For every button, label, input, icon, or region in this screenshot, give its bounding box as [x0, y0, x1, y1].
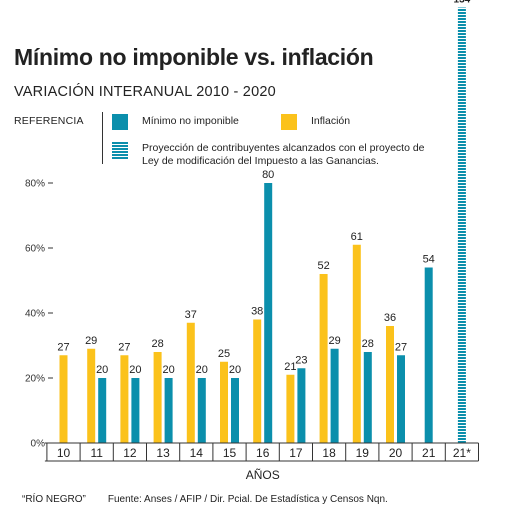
legend-swatch-proyeccion: [112, 142, 128, 160]
footer: “RÍO NEGRO” Fuente: Anses / AFIP / Dir. P…: [22, 494, 388, 505]
x-tick-label: 13: [156, 446, 170, 460]
bar-inflacion: [386, 326, 394, 443]
bar-inflacion: [186, 322, 195, 443]
x-tick-label: 17: [289, 446, 303, 460]
legend-label-proyeccion: Proyección de contribuyentes alcanzados …: [142, 142, 425, 167]
bar-inflacion: [153, 352, 162, 443]
bar-value-label: 37: [185, 309, 197, 321]
bar-value-label: 20: [129, 364, 141, 376]
legend-reference-label: REFERENCIA: [14, 115, 84, 127]
bar-value-label: 80: [262, 169, 274, 181]
y-tick-label: 40%: [25, 309, 45, 320]
x-tick-label: 11: [90, 446, 103, 460]
bar-proyeccion: [457, 7, 466, 443]
bar-minimo: [164, 378, 173, 443]
chart-subtitle: VARIACIÓN INTERANUAL 2010 - 2020: [14, 84, 276, 100]
bar-minimo: [197, 378, 206, 443]
bar-inflacion: [253, 319, 262, 443]
bar-minimo: [131, 378, 140, 443]
x-axis-label: AÑOS: [246, 468, 280, 482]
bar-value-label: 27: [57, 341, 69, 353]
bar-value-label: 23: [295, 354, 307, 366]
bar-minimo: [264, 183, 273, 443]
bar-value-label: 38: [251, 306, 263, 318]
bar-minimo: [231, 378, 239, 443]
legend-swatch-minimo: [112, 114, 128, 130]
bar-value-label: 20: [196, 364, 208, 376]
bar-value-label: 28: [362, 338, 374, 350]
bar-value-label: 20: [162, 364, 174, 376]
bar-minimo: [98, 378, 107, 443]
bar-value-label: 54: [423, 254, 435, 266]
y-tick-label: 60%: [25, 244, 45, 255]
legend-label-inflacion: Inflación: [311, 115, 351, 127]
bar-minimo: [330, 348, 339, 443]
x-tick-label: 12: [123, 446, 137, 460]
x-tick-label: 21: [422, 446, 436, 460]
bar-inflacion: [87, 348, 96, 443]
x-tick-label: 20: [389, 446, 403, 460]
x-tick-label: 10: [57, 446, 71, 460]
bar-inflacion: [319, 274, 328, 443]
x-tick-label: 14: [190, 446, 204, 460]
x-tick-label: 16: [256, 446, 270, 460]
bar-minimo: [297, 368, 306, 443]
legend-label-minimo: Mínimo no imponible: [142, 115, 239, 127]
y-tick-label: 0%: [31, 439, 46, 450]
footer-credit: “RÍO NEGRO”: [22, 494, 86, 505]
bar-value-label: 61: [351, 231, 363, 243]
x-tick-label: 15: [223, 446, 237, 460]
bar-value-label: 21: [284, 361, 296, 373]
bar-value-label: 20: [229, 364, 241, 376]
bar-value-label: 36: [384, 312, 396, 324]
legend-divider: [102, 112, 103, 164]
bar-value-label: 52: [317, 260, 329, 272]
bar-value-label: 134: [454, 0, 471, 6]
bar-value-label: 29: [328, 335, 340, 347]
legend-swatch-inflacion: [281, 114, 297, 130]
bar-inflacion: [286, 374, 295, 443]
bar-value-label: 25: [218, 348, 230, 360]
y-tick-label: 20%: [25, 374, 45, 385]
x-tick-label: 19: [356, 446, 370, 460]
chart-title: Mínimo no imponible vs. inflación: [14, 44, 374, 70]
y-tick-label: 80%: [25, 179, 45, 190]
bar-value-label: 20: [96, 364, 108, 376]
bar-minimo: [363, 352, 372, 443]
bar-value-label: 28: [151, 338, 163, 350]
bar-value-label: 27: [118, 341, 130, 353]
bar-minimo: [424, 267, 433, 443]
x-tick-label: 18: [322, 446, 336, 460]
bar-value-label: 27: [395, 341, 407, 353]
footer-source: Fuente: Anses / AFIP / Dir. Pcial. De Es…: [107, 494, 388, 505]
bar-value-label: 29: [85, 335, 97, 347]
bar-inflacion: [352, 244, 361, 443]
x-tick-label: 21*: [453, 446, 471, 460]
bar-inflacion: [59, 355, 68, 443]
legend: REFERENCIA Mínimo no imponible Inflación…: [14, 112, 504, 172]
bar-inflacion: [120, 355, 129, 443]
bar-inflacion: [220, 361, 228, 443]
bar-minimo: [397, 355, 405, 443]
